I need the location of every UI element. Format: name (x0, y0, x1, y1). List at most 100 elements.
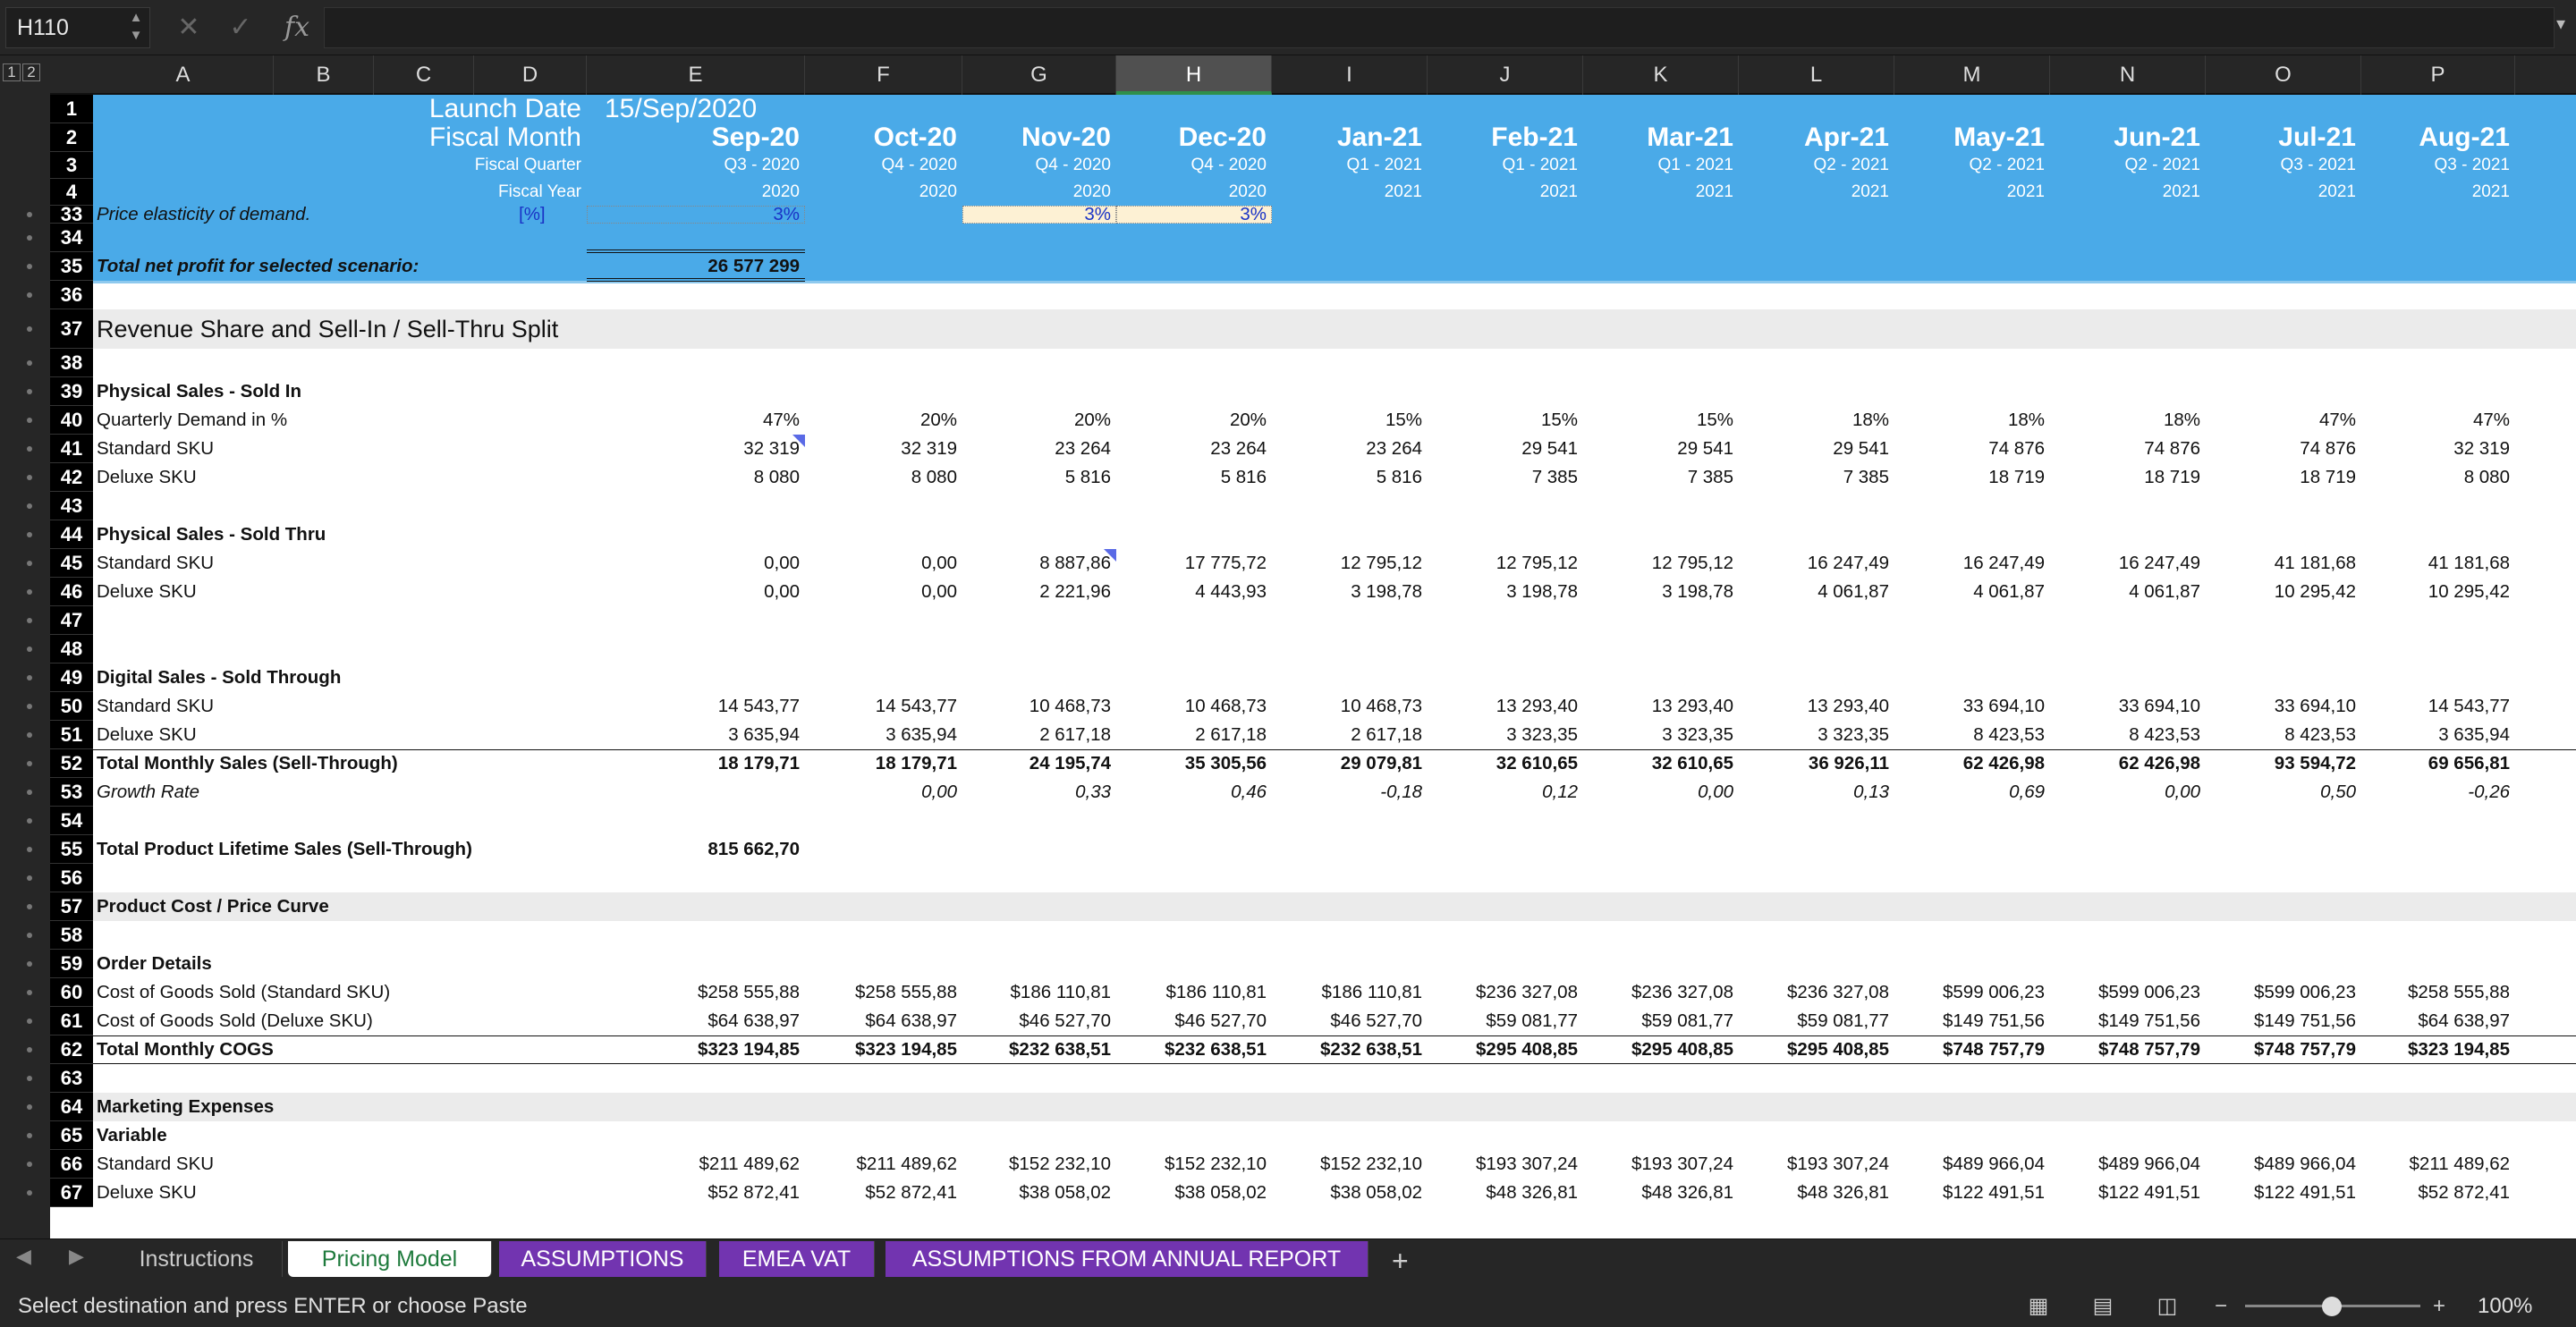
row-label[interactable]: Physical Sales - Sold Thru (97, 524, 326, 545)
value-cell[interactable]: 32 319 (901, 438, 957, 459)
row-header[interactable]: 53 (50, 778, 93, 807)
column-header[interactable]: J (1428, 55, 1583, 95)
row-label[interactable]: Deluxe SKU (97, 581, 197, 602)
row-label[interactable]: Standard SKU (97, 553, 215, 573)
row-header[interactable]: 39 (50, 377, 93, 406)
value-cell[interactable]: $211 489,62 (856, 1154, 957, 1174)
value-cell[interactable]: $236 327,08 (1786, 982, 1889, 1002)
fiscal-quarter-cell[interactable]: Q4 - 2020 (881, 156, 958, 174)
fiscal-month-cell[interactable]: Jan-21 (1336, 123, 1422, 152)
value-cell[interactable]: 20% (1073, 410, 1111, 430)
value-cell[interactable]: $48 326,81 (1486, 1182, 1578, 1203)
value-cell[interactable]: 0,00 (921, 581, 957, 602)
value-cell[interactable]: $599 006,23 (2097, 982, 2200, 1002)
fiscal-quarter-cell[interactable]: Q1 - 2021 (1657, 156, 1734, 174)
value-cell[interactable]: $236 327,08 (1475, 982, 1578, 1002)
row-label[interactable]: Deluxe SKU (97, 467, 197, 487)
row-header[interactable]: 2 (50, 123, 93, 152)
row-label[interactable]: Quarterly Demand in % (97, 410, 288, 430)
value-cell[interactable]: 18% (1852, 410, 1889, 430)
value-cell[interactable]: 69 656,81 (2428, 753, 2510, 773)
value-cell[interactable]: $38 058,02 (1019, 1182, 1111, 1203)
column-header[interactable]: P (2361, 55, 2515, 95)
column-header[interactable]: M (1894, 55, 2050, 95)
fiscal-year-cell[interactable]: 2020 (919, 182, 957, 201)
value-cell[interactable]: 12 795,12 (1651, 553, 1733, 573)
column-header[interactable]: E (587, 55, 805, 95)
value-cell[interactable]: $193 307,24 (1631, 1154, 1733, 1174)
row-label[interactable]: Variable (97, 1125, 167, 1145)
input-value[interactable]: 3% (1084, 204, 1111, 224)
value-cell[interactable]: 18 179,71 (875, 753, 957, 773)
name-box[interactable]: H110 (5, 7, 150, 48)
value-cell[interactable]: 74 876 (2144, 438, 2200, 459)
row-label[interactable]: Product Cost / Price Curve (97, 896, 329, 917)
launch-date-value[interactable]: 15/Sep/2020 (605, 94, 758, 123)
row-label[interactable]: Total Product Lifetime Sales (Sell-Throu… (97, 839, 472, 859)
value-cell[interactable]: 29 541 (1833, 438, 1889, 459)
row-label[interactable]: Total Monthly Sales (Sell-Through) (97, 753, 398, 773)
value-cell[interactable]: 2 617,18 (1039, 724, 1111, 745)
fiscal-year-cell[interactable]: 2020 (1228, 182, 1267, 201)
value-cell[interactable]: 0,50 (2320, 782, 2356, 802)
row-header[interactable]: 35 (50, 252, 93, 281)
value-cell[interactable]: 18% (2007, 410, 2045, 430)
value-cell[interactable]: 3 198,78 (1506, 581, 1578, 602)
value-cell[interactable]: $122 491,51 (2253, 1182, 2356, 1203)
row-header[interactable]: 59 (50, 950, 93, 978)
value-cell[interactable]: $599 006,23 (1942, 982, 2045, 1002)
value-cell[interactable]: 13 293,40 (1651, 696, 1733, 716)
input-value[interactable]: 3% (773, 204, 800, 224)
row-label[interactable]: Physical Sales - Sold In (97, 381, 302, 401)
fiscal-quarter-cell[interactable]: Q2 - 2021 (1813, 156, 1890, 174)
value-cell[interactable]: 29 079,81 (1340, 753, 1422, 773)
value-cell[interactable]: $122 491,51 (2097, 1182, 2200, 1203)
value-cell[interactable]: $489 966,04 (2097, 1154, 2200, 1174)
value-cell[interactable]: -0,18 (1380, 782, 1422, 802)
tab-pricing-model[interactable]: Pricing Model (288, 1241, 492, 1277)
value-cell[interactable]: 13 293,40 (1496, 696, 1578, 716)
value-cell[interactable]: 2 617,18 (1351, 724, 1422, 745)
row-label[interactable]: Digital Sales - Sold Through (97, 667, 342, 688)
fiscal-month-label[interactable]: Fiscal Month (428, 123, 581, 152)
row-label[interactable]: Standard SKU (97, 1154, 215, 1174)
row-header[interactable]: 43 (50, 492, 93, 520)
row-header[interactable]: 45 (50, 549, 93, 578)
value-cell[interactable]: $52 872,41 (2418, 1182, 2510, 1203)
add-sheet-button[interactable]: + (1392, 1245, 1409, 1277)
value-cell[interactable]: 14 543,77 (875, 696, 957, 716)
value-cell[interactable]: 8 080 (2463, 467, 2510, 487)
value-cell[interactable]: 10 295,42 (2428, 581, 2510, 602)
value-cell[interactable]: 32 610,65 (1496, 753, 1578, 773)
row-header[interactable]: 56 (50, 864, 93, 892)
value-cell[interactable]: $64 638,97 (708, 1010, 800, 1031)
normal-view-icon[interactable]: ▦ (2028, 1294, 2049, 1318)
value-cell[interactable]: $64 638,97 (865, 1010, 957, 1031)
column-header[interactable]: G (962, 55, 1116, 95)
value-cell[interactable]: 0,13 (1853, 782, 1889, 802)
value-cell[interactable]: $258 555,88 (697, 982, 800, 1002)
value-cell[interactable]: $599 006,23 (2253, 982, 2356, 1002)
value-cell[interactable]: 23 264 (1055, 438, 1111, 459)
formula-input[interactable] (324, 7, 2555, 48)
value-cell[interactable]: $122 491,51 (1942, 1182, 2045, 1203)
value-cell[interactable]: $64 638,97 (2418, 1010, 2510, 1031)
value-cell[interactable]: $149 751,56 (2097, 1010, 2200, 1031)
value-cell[interactable]: 35 305,56 (1184, 753, 1267, 773)
value-cell[interactable]: $152 232,10 (1164, 1154, 1267, 1174)
value-cell[interactable]: $193 307,24 (1475, 1154, 1578, 1174)
launch-date-label[interactable]: Launch Date (428, 94, 581, 123)
value-cell[interactable]: 5 816 (1220, 467, 1267, 487)
value-cell[interactable]: 0,00 (921, 553, 957, 573)
fiscal-year-cell[interactable]: 2021 (1695, 182, 1733, 201)
fiscal-quarter-cell[interactable]: Q1 - 2021 (1502, 156, 1579, 174)
value-cell[interactable]: 3 323,35 (1506, 724, 1578, 745)
tab-assumptions-annual-report[interactable]: ASSUMPTIONS FROM ANNUAL REPORT (886, 1241, 1368, 1277)
zoom-in-button[interactable]: + (2432, 1294, 2445, 1318)
fiscal-quarter-label[interactable]: Fiscal Quarter (474, 156, 581, 174)
value-cell[interactable]: 20% (1229, 410, 1267, 430)
value-cell[interactable]: $748 757,79 (1942, 1039, 2045, 1060)
value-cell[interactable]: 15% (1385, 410, 1422, 430)
row-label[interactable]: Total Monthly COGS (97, 1039, 274, 1060)
value-cell[interactable]: 41 181,68 (2274, 553, 2356, 573)
